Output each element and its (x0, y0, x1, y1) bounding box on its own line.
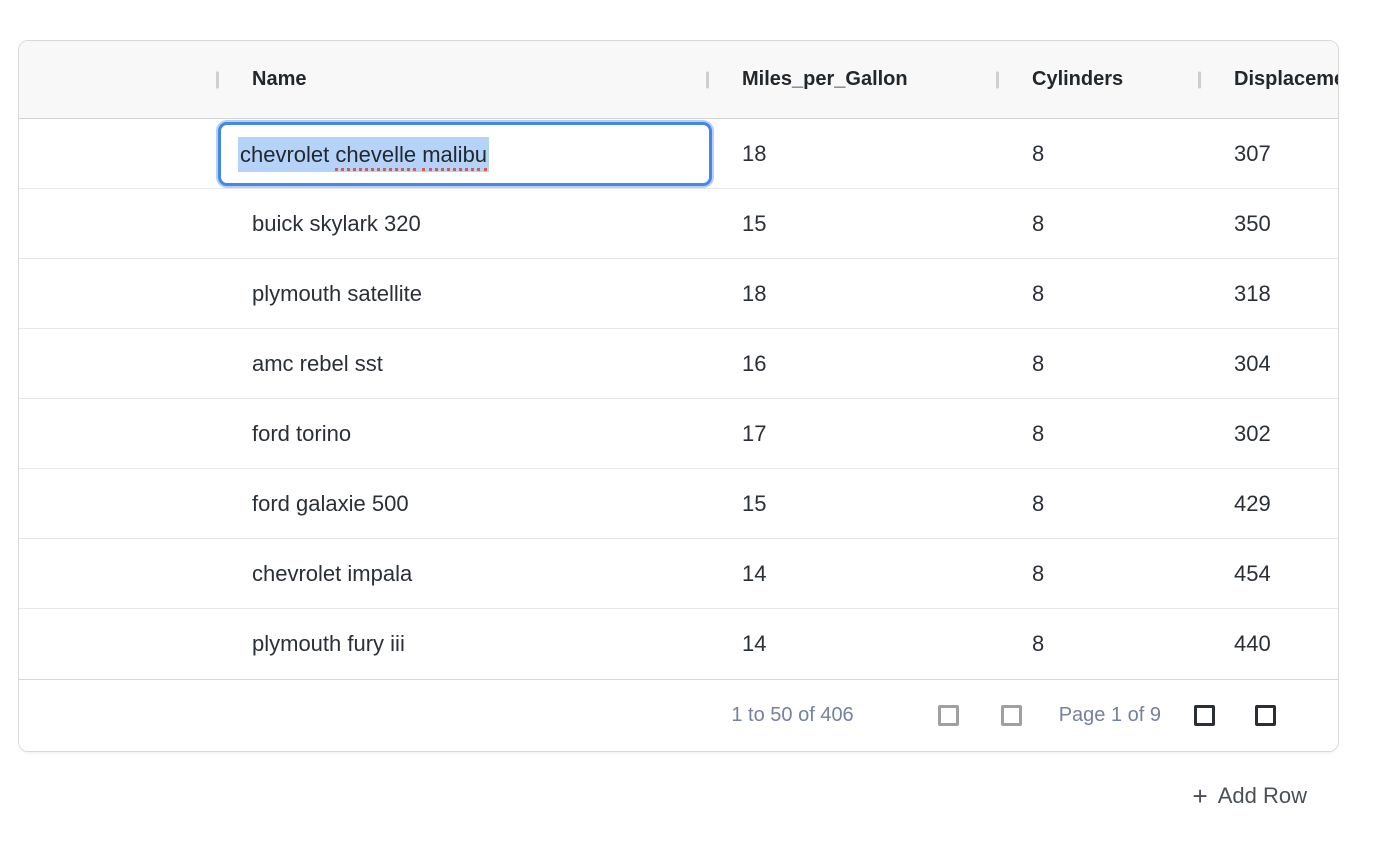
column-separator (996, 71, 999, 88)
next-page-button[interactable] (1194, 705, 1215, 726)
table-row: plymouth satellite 18 8 318 (19, 259, 1338, 329)
cell-name[interactable]: ford galaxie 500 (252, 490, 409, 516)
pagination-bar: 1 to 50 of 406 Page 1 of 9 (19, 679, 1338, 751)
cell-displacement[interactable]: 302 (1234, 420, 1271, 446)
cell-miles-per-gallon[interactable]: 18 (742, 280, 767, 306)
cell-name[interactable]: plymouth satellite (252, 280, 422, 306)
cell-rowhandle (19, 539, 216, 608)
range-summary: 1 to 50 of 406 (731, 704, 854, 726)
last-page-button[interactable] (1255, 705, 1276, 726)
cell-cylinders[interactable]: 8 (1032, 420, 1045, 446)
cell-cylinders[interactable]: 8 (1032, 560, 1045, 586)
cell-displacement[interactable]: 440 (1234, 631, 1271, 656)
table-row: ford torino 17 8 302 (19, 399, 1338, 469)
add-row-button[interactable]: + Add Row (1193, 783, 1307, 809)
cell-cylinders[interactable]: 8 (1032, 140, 1045, 166)
cell-name[interactable]: amc rebel sst (252, 350, 383, 376)
column-separator (1198, 71, 1201, 88)
cell-cylinders[interactable]: 8 (1032, 631, 1045, 656)
table-row: ford galaxie 500 15 8 429 (19, 469, 1338, 539)
column-header-rowhandle (19, 41, 216, 118)
column-header-cylinders-label: Cylinders (1032, 68, 1124, 90)
cell-rowhandle (19, 469, 216, 538)
editor-misspelled-word: chevelle (335, 141, 417, 171)
editor-misspelled-word: malibu (422, 141, 488, 171)
table-row: 18 8 307 chevrolet chevelle malibu (19, 119, 1338, 189)
cell-cylinders[interactable]: 8 (1032, 210, 1045, 236)
table-row: buick skylark 320 15 8 350 (19, 189, 1338, 259)
plus-icon: + (1192, 781, 1208, 811)
add-row-label: Add Row (1217, 783, 1307, 808)
cell-displacement[interactable]: 454 (1234, 560, 1271, 586)
cell-miles-per-gallon[interactable]: 14 (742, 631, 767, 656)
column-separator (216, 71, 219, 88)
cell-displacement[interactable]: 304 (1234, 350, 1271, 376)
column-header-displacement-label: Displacement (1234, 68, 1338, 90)
column-header-displacement[interactable]: Displacement (1198, 41, 1338, 118)
cell-miles-per-gallon[interactable]: 14 (742, 560, 767, 586)
cell-rowhandle (19, 189, 216, 258)
cell-miles-per-gallon[interactable]: 16 (742, 350, 767, 376)
cell-miles-per-gallon[interactable]: 18 (742, 140, 767, 166)
column-header-cylinders[interactable]: Cylinders (996, 41, 1198, 118)
table-row: chevrolet impala 14 8 454 (19, 539, 1338, 609)
cell-miles-per-gallon[interactable]: 15 (742, 490, 767, 516)
page-status: Page 1 of 9 (1058, 704, 1161, 726)
table-row: amc rebel sst 16 8 304 (19, 329, 1338, 399)
previous-page-button[interactable] (1000, 705, 1022, 726)
column-separator (706, 71, 709, 88)
cell-displacement[interactable]: 350 (1234, 210, 1271, 236)
cell-rowhandle (19, 399, 216, 468)
cell-displacement[interactable]: 307 (1234, 140, 1271, 166)
cell-name[interactable]: plymouth fury iii (252, 631, 405, 656)
cell-rowhandle (19, 329, 216, 398)
cell-name[interactable]: buick skylark 320 (252, 210, 421, 236)
editor-selected-text: chevrolet chevelle malibu (238, 136, 490, 172)
cell-miles-per-gallon[interactable]: 17 (742, 420, 767, 446)
first-page-button[interactable] (937, 705, 959, 726)
cell-displacement[interactable]: 429 (1234, 490, 1271, 516)
cell-rowhandle (19, 259, 216, 328)
cell-editor-input[interactable]: chevrolet chevelle malibu (218, 122, 712, 186)
cars-data-grid: Name Miles_per_Gallon Cylinders Displace… (18, 40, 1339, 752)
table-row: plymouth fury iii 14 8 440 (19, 609, 1338, 679)
cell-cylinders[interactable]: 8 (1032, 490, 1045, 516)
column-header-name[interactable]: Name (216, 41, 706, 118)
grid-body: 18 8 307 chevrolet chevelle malibu buick… (19, 119, 1338, 679)
cell-name[interactable]: ford torino (252, 420, 352, 446)
cell-cylinders[interactable]: 8 (1032, 350, 1045, 376)
cell-rowhandle (19, 609, 216, 679)
cell-displacement[interactable]: 318 (1234, 280, 1271, 306)
cell-cylinders[interactable]: 8 (1032, 280, 1045, 306)
editor-text-segment: chevrolet (240, 141, 336, 167)
cell-name[interactable]: chevrolet impala (252, 560, 413, 586)
cell-miles-per-gallon[interactable]: 15 (742, 210, 767, 236)
column-header-miles-per-gallon[interactable]: Miles_per_Gallon (706, 41, 996, 118)
grid-header-row: Name Miles_per_Gallon Cylinders Displace… (19, 41, 1338, 119)
column-header-miles-per-gallon-label: Miles_per_Gallon (742, 68, 908, 90)
cell-rowhandle (19, 119, 216, 188)
column-header-name-label: Name (252, 68, 307, 90)
